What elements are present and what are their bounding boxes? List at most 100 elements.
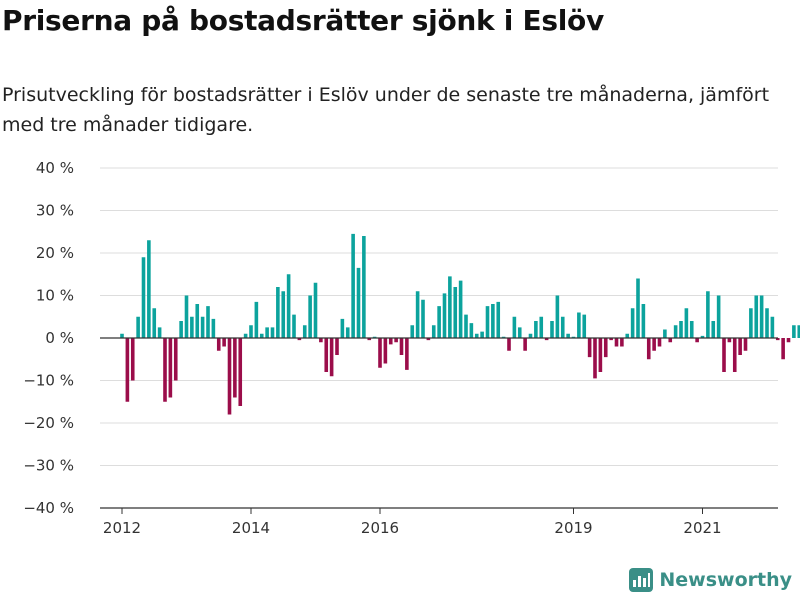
bar bbox=[560, 316, 565, 338]
bar bbox=[630, 308, 635, 338]
bar bbox=[496, 301, 501, 339]
bar bbox=[673, 325, 678, 338]
bar bbox=[141, 257, 146, 338]
y-axis-ticks: −40 % −30 % −20 % −10 % 0 % 10 % 20 % 30 % 40 % bbox=[23, 159, 74, 517]
bar bbox=[405, 338, 409, 370]
bar bbox=[265, 327, 269, 339]
newsworthy-logo-icon bbox=[629, 568, 654, 592]
bar bbox=[485, 306, 490, 339]
bar bbox=[534, 321, 538, 338]
bar bbox=[716, 295, 721, 338]
y-tick-label: 10 % bbox=[36, 287, 74, 305]
bar bbox=[211, 318, 216, 339]
bar bbox=[625, 333, 630, 338]
bar bbox=[157, 327, 162, 339]
bar bbox=[566, 333, 570, 338]
bar bbox=[679, 321, 683, 338]
bar bbox=[179, 321, 183, 338]
bar bbox=[442, 293, 447, 339]
bar bbox=[711, 321, 716, 338]
bar bbox=[523, 338, 527, 351]
bar bbox=[292, 314, 296, 339]
bar bbox=[512, 316, 517, 338]
bar bbox=[319, 338, 323, 343]
newsworthy-brand: Newsworthy bbox=[629, 568, 792, 592]
bar bbox=[302, 325, 307, 338]
chart-subtitle: Prisutveckling för bostadsrätter i Eslöv… bbox=[2, 84, 770, 136]
bar bbox=[227, 338, 232, 415]
bar bbox=[308, 295, 312, 338]
bar bbox=[286, 274, 291, 338]
bar bbox=[555, 295, 560, 338]
bar bbox=[415, 291, 420, 338]
bar bbox=[770, 316, 775, 338]
bar bbox=[469, 323, 474, 339]
bar bbox=[544, 338, 549, 341]
y-tick-label: −10 % bbox=[23, 372, 74, 390]
bar bbox=[195, 304, 200, 338]
bar bbox=[190, 316, 194, 338]
bar bbox=[598, 338, 603, 372]
bar bbox=[657, 338, 662, 347]
bar bbox=[448, 276, 452, 339]
bar bbox=[759, 295, 764, 338]
bar bbox=[163, 338, 167, 402]
y-tick-label: −20 % bbox=[23, 414, 74, 432]
bar bbox=[727, 338, 732, 343]
bar bbox=[259, 333, 264, 338]
bar bbox=[152, 308, 157, 338]
bar bbox=[620, 338, 624, 347]
x-tick-label: 2014 bbox=[232, 519, 270, 537]
bar bbox=[356, 267, 361, 339]
bar bbox=[351, 233, 355, 339]
bar-series bbox=[120, 233, 800, 415]
bar bbox=[641, 304, 646, 338]
bar bbox=[130, 338, 135, 381]
bar bbox=[394, 338, 398, 343]
bar bbox=[222, 338, 226, 347]
bar bbox=[426, 338, 431, 341]
bar bbox=[184, 295, 189, 338]
bar bbox=[367, 338, 372, 341]
bar bbox=[652, 338, 656, 351]
bar bbox=[168, 338, 173, 398]
bar bbox=[684, 308, 689, 338]
bar bbox=[663, 329, 667, 338]
bar bbox=[324, 338, 329, 372]
y-tick-label: −40 % bbox=[23, 499, 74, 517]
bar bbox=[550, 321, 554, 338]
bar bbox=[340, 318, 345, 339]
x-axis: 2012201420162019202120232025 bbox=[100, 337, 778, 537]
bar bbox=[738, 338, 742, 355]
bar bbox=[345, 327, 350, 339]
bar bbox=[313, 282, 318, 338]
bar bbox=[695, 338, 699, 343]
x-tick-label: 2012 bbox=[103, 519, 141, 537]
bar bbox=[453, 287, 458, 338]
y-tick-label: −30 % bbox=[23, 457, 74, 475]
gridlines bbox=[100, 167, 778, 509]
bar bbox=[689, 321, 694, 338]
bar bbox=[706, 291, 710, 338]
bar bbox=[480, 331, 484, 339]
bar bbox=[431, 325, 436, 338]
bar bbox=[421, 299, 425, 338]
bar bbox=[754, 295, 759, 338]
bar bbox=[775, 338, 780, 341]
bar bbox=[722, 338, 726, 372]
bar bbox=[200, 316, 205, 338]
bar bbox=[173, 338, 178, 381]
chart-title: Priserna på bostadsrätter sjönk i Eslöv bbox=[2, 4, 604, 37]
bar bbox=[749, 308, 753, 338]
bar bbox=[732, 338, 737, 372]
bar bbox=[270, 327, 275, 339]
bar bbox=[388, 338, 393, 345]
bar bbox=[464, 314, 468, 339]
y-tick-label: 0 % bbox=[45, 329, 74, 347]
y-tick-label: 30 % bbox=[36, 202, 74, 220]
bar bbox=[668, 338, 673, 343]
bar bbox=[410, 325, 415, 338]
y-tick-label: 20 % bbox=[36, 244, 74, 262]
bar bbox=[603, 338, 608, 358]
